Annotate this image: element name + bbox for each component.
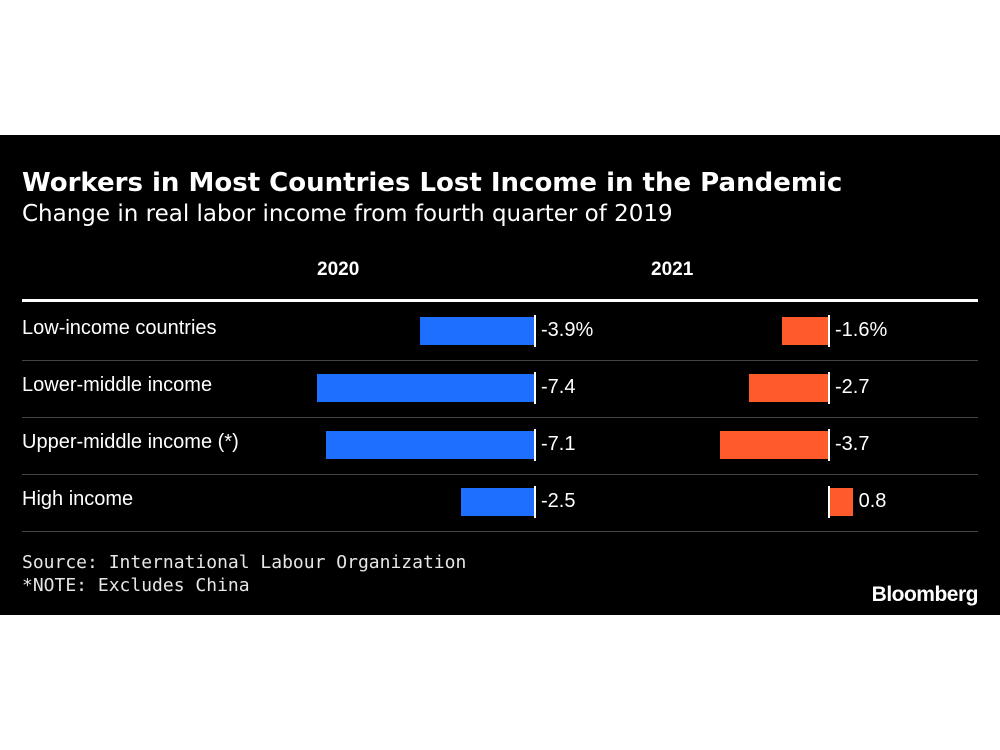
bar-2021-lower-middle-income	[749, 374, 829, 402]
source-note: Source: International Labour Organizatio…	[22, 552, 467, 573]
zero-line-2020	[534, 315, 536, 347]
category-label-low-income-countries: Low-income countries	[22, 317, 217, 339]
zero-line-2021	[828, 315, 830, 347]
footnote: *NOTE: Excludes China	[22, 575, 250, 596]
zero-line-2020	[534, 429, 536, 461]
chart-subtitle: Change in real labor income from fourth …	[22, 201, 673, 227]
value-label-2020-low-income-countries: -3.9%	[541, 319, 594, 341]
column-header-2021: 2021	[651, 259, 694, 280]
chart-panel: Workers in Most Countries Lost Income in…	[0, 135, 1000, 615]
bar-2021-upper-middle-income	[719, 431, 829, 459]
category-label-lower-middle-income: Lower-middle income	[22, 374, 213, 396]
row-separator	[22, 417, 978, 418]
bar-2021-high-income	[829, 488, 853, 516]
value-label-2021-upper-middle-income: -3.7	[835, 433, 870, 455]
value-label-2020-high-income: -2.5	[541, 490, 576, 512]
zero-line-2020	[534, 486, 536, 518]
bloomberg-logo: Bloomberg	[871, 583, 979, 606]
category-label-upper-middle-income: Upper-middle income (*)	[22, 431, 239, 453]
bar-2020-lower-middle-income	[316, 374, 535, 402]
row-separator	[22, 474, 978, 475]
value-label-2020-upper-middle-income: -7.1	[541, 433, 576, 455]
bar-2020-high-income	[461, 488, 535, 516]
zero-line-2021	[828, 372, 830, 404]
bar-2020-upper-middle-income	[325, 431, 535, 459]
bar-2021-low-income-countries	[781, 317, 829, 345]
chart-title: Workers in Most Countries Lost Income in…	[22, 168, 843, 198]
bar-2020-low-income-countries	[419, 317, 535, 345]
header-rule	[22, 299, 978, 302]
column-header-2020: 2020	[317, 259, 360, 280]
value-label-2021-lower-middle-income: -2.7	[835, 376, 870, 398]
category-label-high-income: High income	[22, 488, 134, 510]
value-label-2021-high-income: 0.8	[858, 490, 887, 512]
value-label-2020-lower-middle-income: -7.4	[541, 376, 576, 398]
zero-line-2021	[828, 486, 830, 518]
zero-line-2021	[828, 429, 830, 461]
value-label-2021-low-income-countries: -1.6%	[835, 319, 888, 341]
row-separator	[22, 531, 978, 532]
zero-line-2020	[534, 372, 536, 404]
row-separator	[22, 360, 978, 361]
